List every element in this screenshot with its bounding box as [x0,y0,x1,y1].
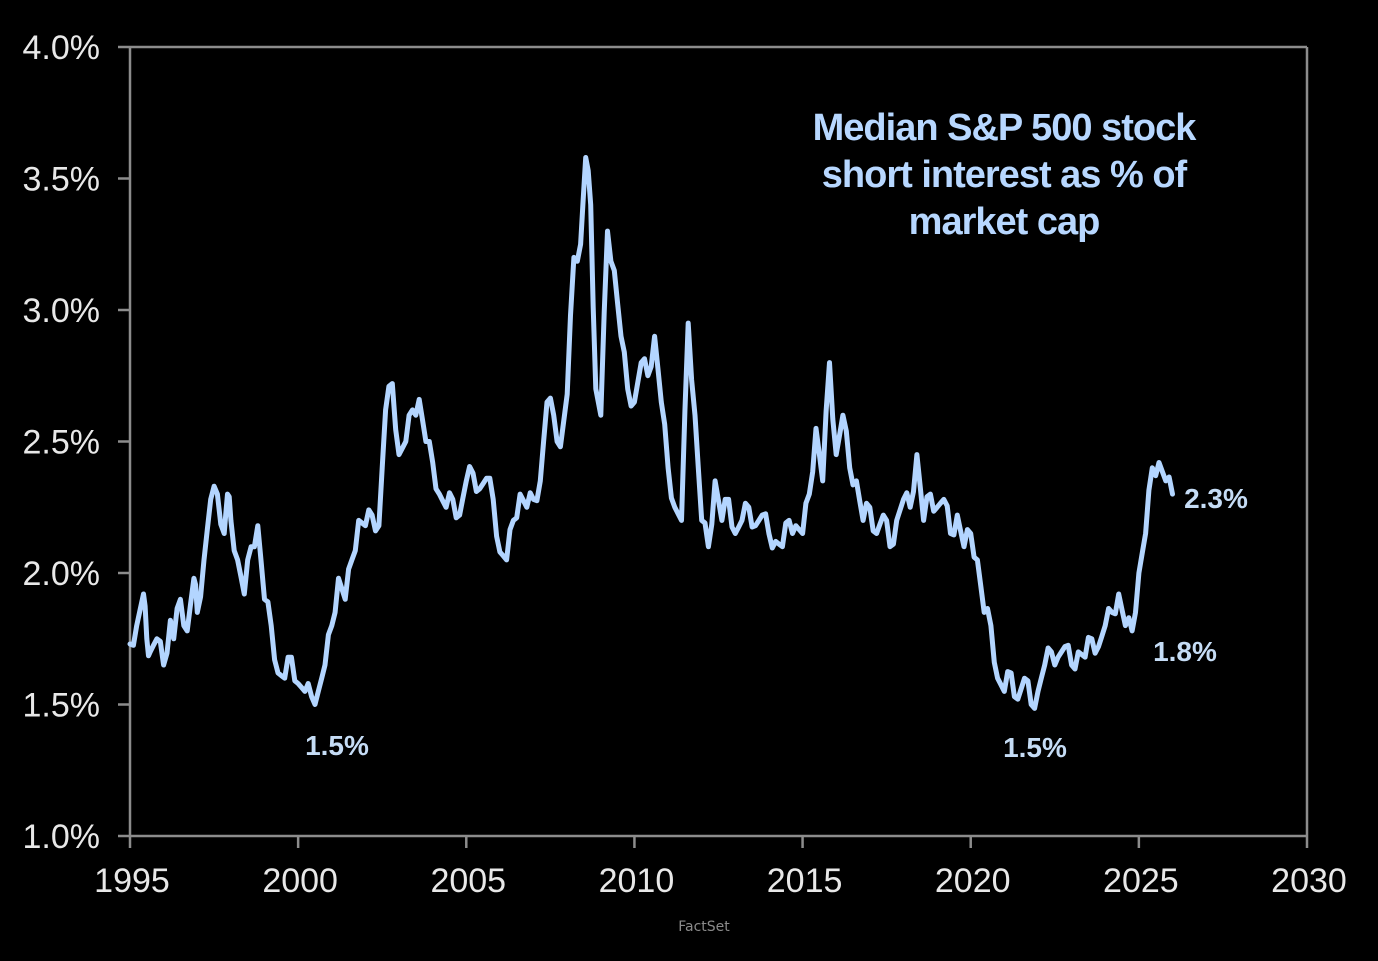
y-tick-label: 4.0% [23,29,101,67]
annotations: 1.5% 1.5% 1.8% 2.3% [305,483,1248,763]
ticks [118,45,1309,848]
y-tick-label: 1.0% [23,818,101,856]
source-label: FactSet [678,919,730,935]
y-tick-labels: 1.0% 1.5% 2.0% 2.5% 3.0% 3.5% 4.0% [23,29,101,856]
data-label: 1.5% [305,730,369,761]
x-tick-label: 2025 [1103,862,1179,900]
y-tick-label: 2.5% [23,424,101,462]
y-tick-label: 3.5% [23,161,101,199]
x-tick-label: 2030 [1271,862,1347,900]
x-tick-labels: 1995 2000 2005 2010 2015 2020 2025 2030 [94,862,1347,900]
chart-title-line: market cap [909,201,1100,243]
x-tick-label: 2010 [599,862,675,900]
x-tick-label: 1995 [94,862,170,900]
data-label: 1.5% [1003,732,1067,763]
chart-title: Median S&P 500 stock short interest as % … [813,107,1199,243]
y-tick-label: 3.0% [23,292,101,330]
chart-title-line: short interest as % of [822,154,1188,196]
data-label: 1.8% [1153,636,1217,667]
x-tick-label: 2020 [935,862,1011,900]
x-tick-label: 2015 [767,862,843,900]
series-line [127,155,1175,711]
chart-title-line: Median S&P 500 stock [813,107,1198,149]
x-tick-label: 2005 [430,862,506,900]
y-tick-label: 2.0% [23,555,101,593]
series-layer [127,155,1175,711]
y-tick-label: 1.5% [23,687,101,725]
data-label: 2.3% [1184,483,1248,514]
x-tick-label: 2000 [262,862,338,900]
